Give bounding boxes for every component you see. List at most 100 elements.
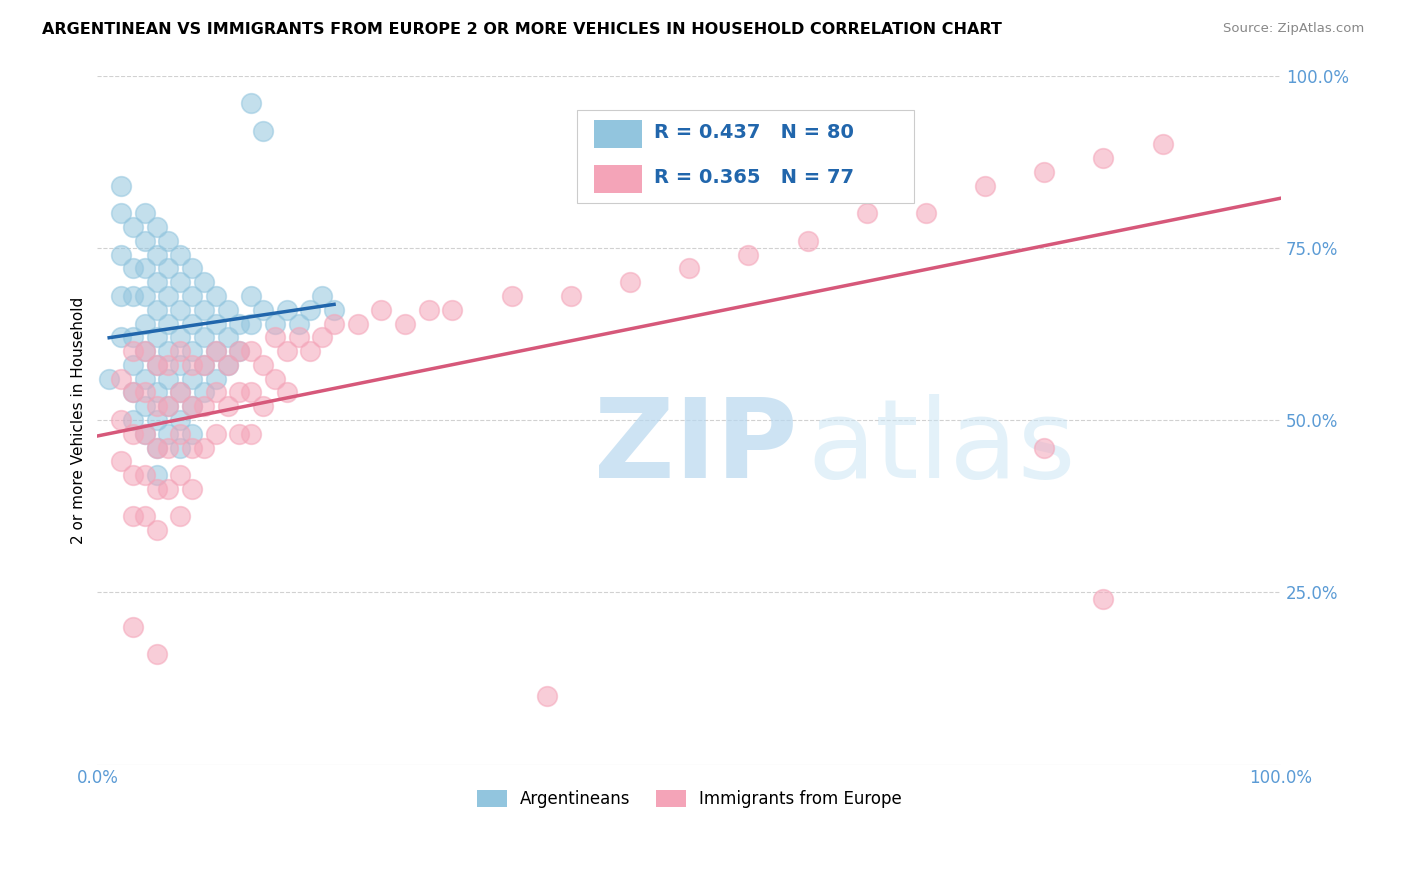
Point: [121, 509, 143, 524]
Point: [181, 261, 204, 276]
Point: [193, 399, 215, 413]
Point: [121, 358, 143, 372]
Point: [193, 358, 215, 372]
Point: [169, 385, 191, 400]
Point: [121, 261, 143, 276]
Point: [1152, 137, 1174, 152]
Point: [252, 358, 274, 372]
Point: [204, 344, 226, 359]
Point: [228, 317, 250, 331]
Point: [217, 358, 239, 372]
Text: R = 0.365   N = 77: R = 0.365 N = 77: [654, 168, 853, 187]
Point: [855, 206, 877, 220]
Point: [1033, 165, 1056, 179]
Point: [169, 509, 191, 524]
Point: [217, 399, 239, 413]
Point: [204, 289, 226, 303]
Point: [299, 302, 322, 317]
Point: [145, 523, 167, 537]
Point: [169, 441, 191, 455]
Point: [276, 385, 298, 400]
Point: [501, 289, 523, 303]
Point: [1033, 441, 1056, 455]
Point: [1092, 592, 1115, 607]
Point: [145, 220, 167, 235]
Point: [264, 372, 287, 386]
Point: [121, 385, 143, 400]
Point: [240, 96, 263, 111]
Point: [121, 289, 143, 303]
Point: [134, 426, 156, 441]
Point: [974, 178, 997, 193]
Point: [145, 275, 167, 289]
Point: [217, 330, 239, 344]
Point: [157, 399, 180, 413]
Point: [145, 330, 167, 344]
Point: [134, 261, 156, 276]
Legend: Argentineans, Immigrants from Europe: Argentineans, Immigrants from Europe: [470, 783, 908, 814]
Point: [181, 344, 204, 359]
Point: [121, 413, 143, 427]
Point: [121, 330, 143, 344]
Point: [252, 302, 274, 317]
Point: [204, 426, 226, 441]
Point: [145, 358, 167, 372]
Point: [145, 399, 167, 413]
Point: [110, 413, 132, 427]
Point: [145, 647, 167, 661]
Point: [441, 302, 464, 317]
Point: [134, 399, 156, 413]
Point: [228, 385, 250, 400]
Point: [157, 372, 180, 386]
Point: [228, 344, 250, 359]
Text: Source: ZipAtlas.com: Source: ZipAtlas.com: [1223, 22, 1364, 36]
Point: [240, 426, 263, 441]
Point: [217, 358, 239, 372]
Point: [145, 247, 167, 261]
Point: [121, 468, 143, 483]
Point: [110, 178, 132, 193]
Point: [181, 372, 204, 386]
Point: [796, 234, 818, 248]
Point: [204, 385, 226, 400]
Point: [169, 426, 191, 441]
Point: [678, 261, 700, 276]
Point: [264, 317, 287, 331]
Point: [157, 289, 180, 303]
Point: [536, 689, 558, 703]
Point: [169, 275, 191, 289]
Point: [134, 385, 156, 400]
Point: [169, 468, 191, 483]
Point: [217, 302, 239, 317]
Point: [228, 426, 250, 441]
Point: [145, 441, 167, 455]
Point: [323, 317, 346, 331]
Point: [240, 317, 263, 331]
Point: [121, 620, 143, 634]
Point: [157, 482, 180, 496]
Point: [193, 385, 215, 400]
Point: [276, 302, 298, 317]
Point: [157, 399, 180, 413]
Point: [252, 123, 274, 137]
Point: [204, 372, 226, 386]
Point: [193, 358, 215, 372]
Point: [145, 302, 167, 317]
Point: [619, 275, 641, 289]
Point: [181, 399, 204, 413]
Point: [311, 289, 333, 303]
Point: [240, 385, 263, 400]
Point: [134, 344, 156, 359]
Point: [145, 358, 167, 372]
Point: [193, 275, 215, 289]
Point: [193, 330, 215, 344]
Point: [169, 413, 191, 427]
Point: [240, 344, 263, 359]
Point: [240, 289, 263, 303]
Point: [121, 220, 143, 235]
Point: [145, 385, 167, 400]
Point: [157, 426, 180, 441]
Point: [169, 330, 191, 344]
Text: atlas: atlas: [807, 394, 1076, 501]
Point: [418, 302, 440, 317]
